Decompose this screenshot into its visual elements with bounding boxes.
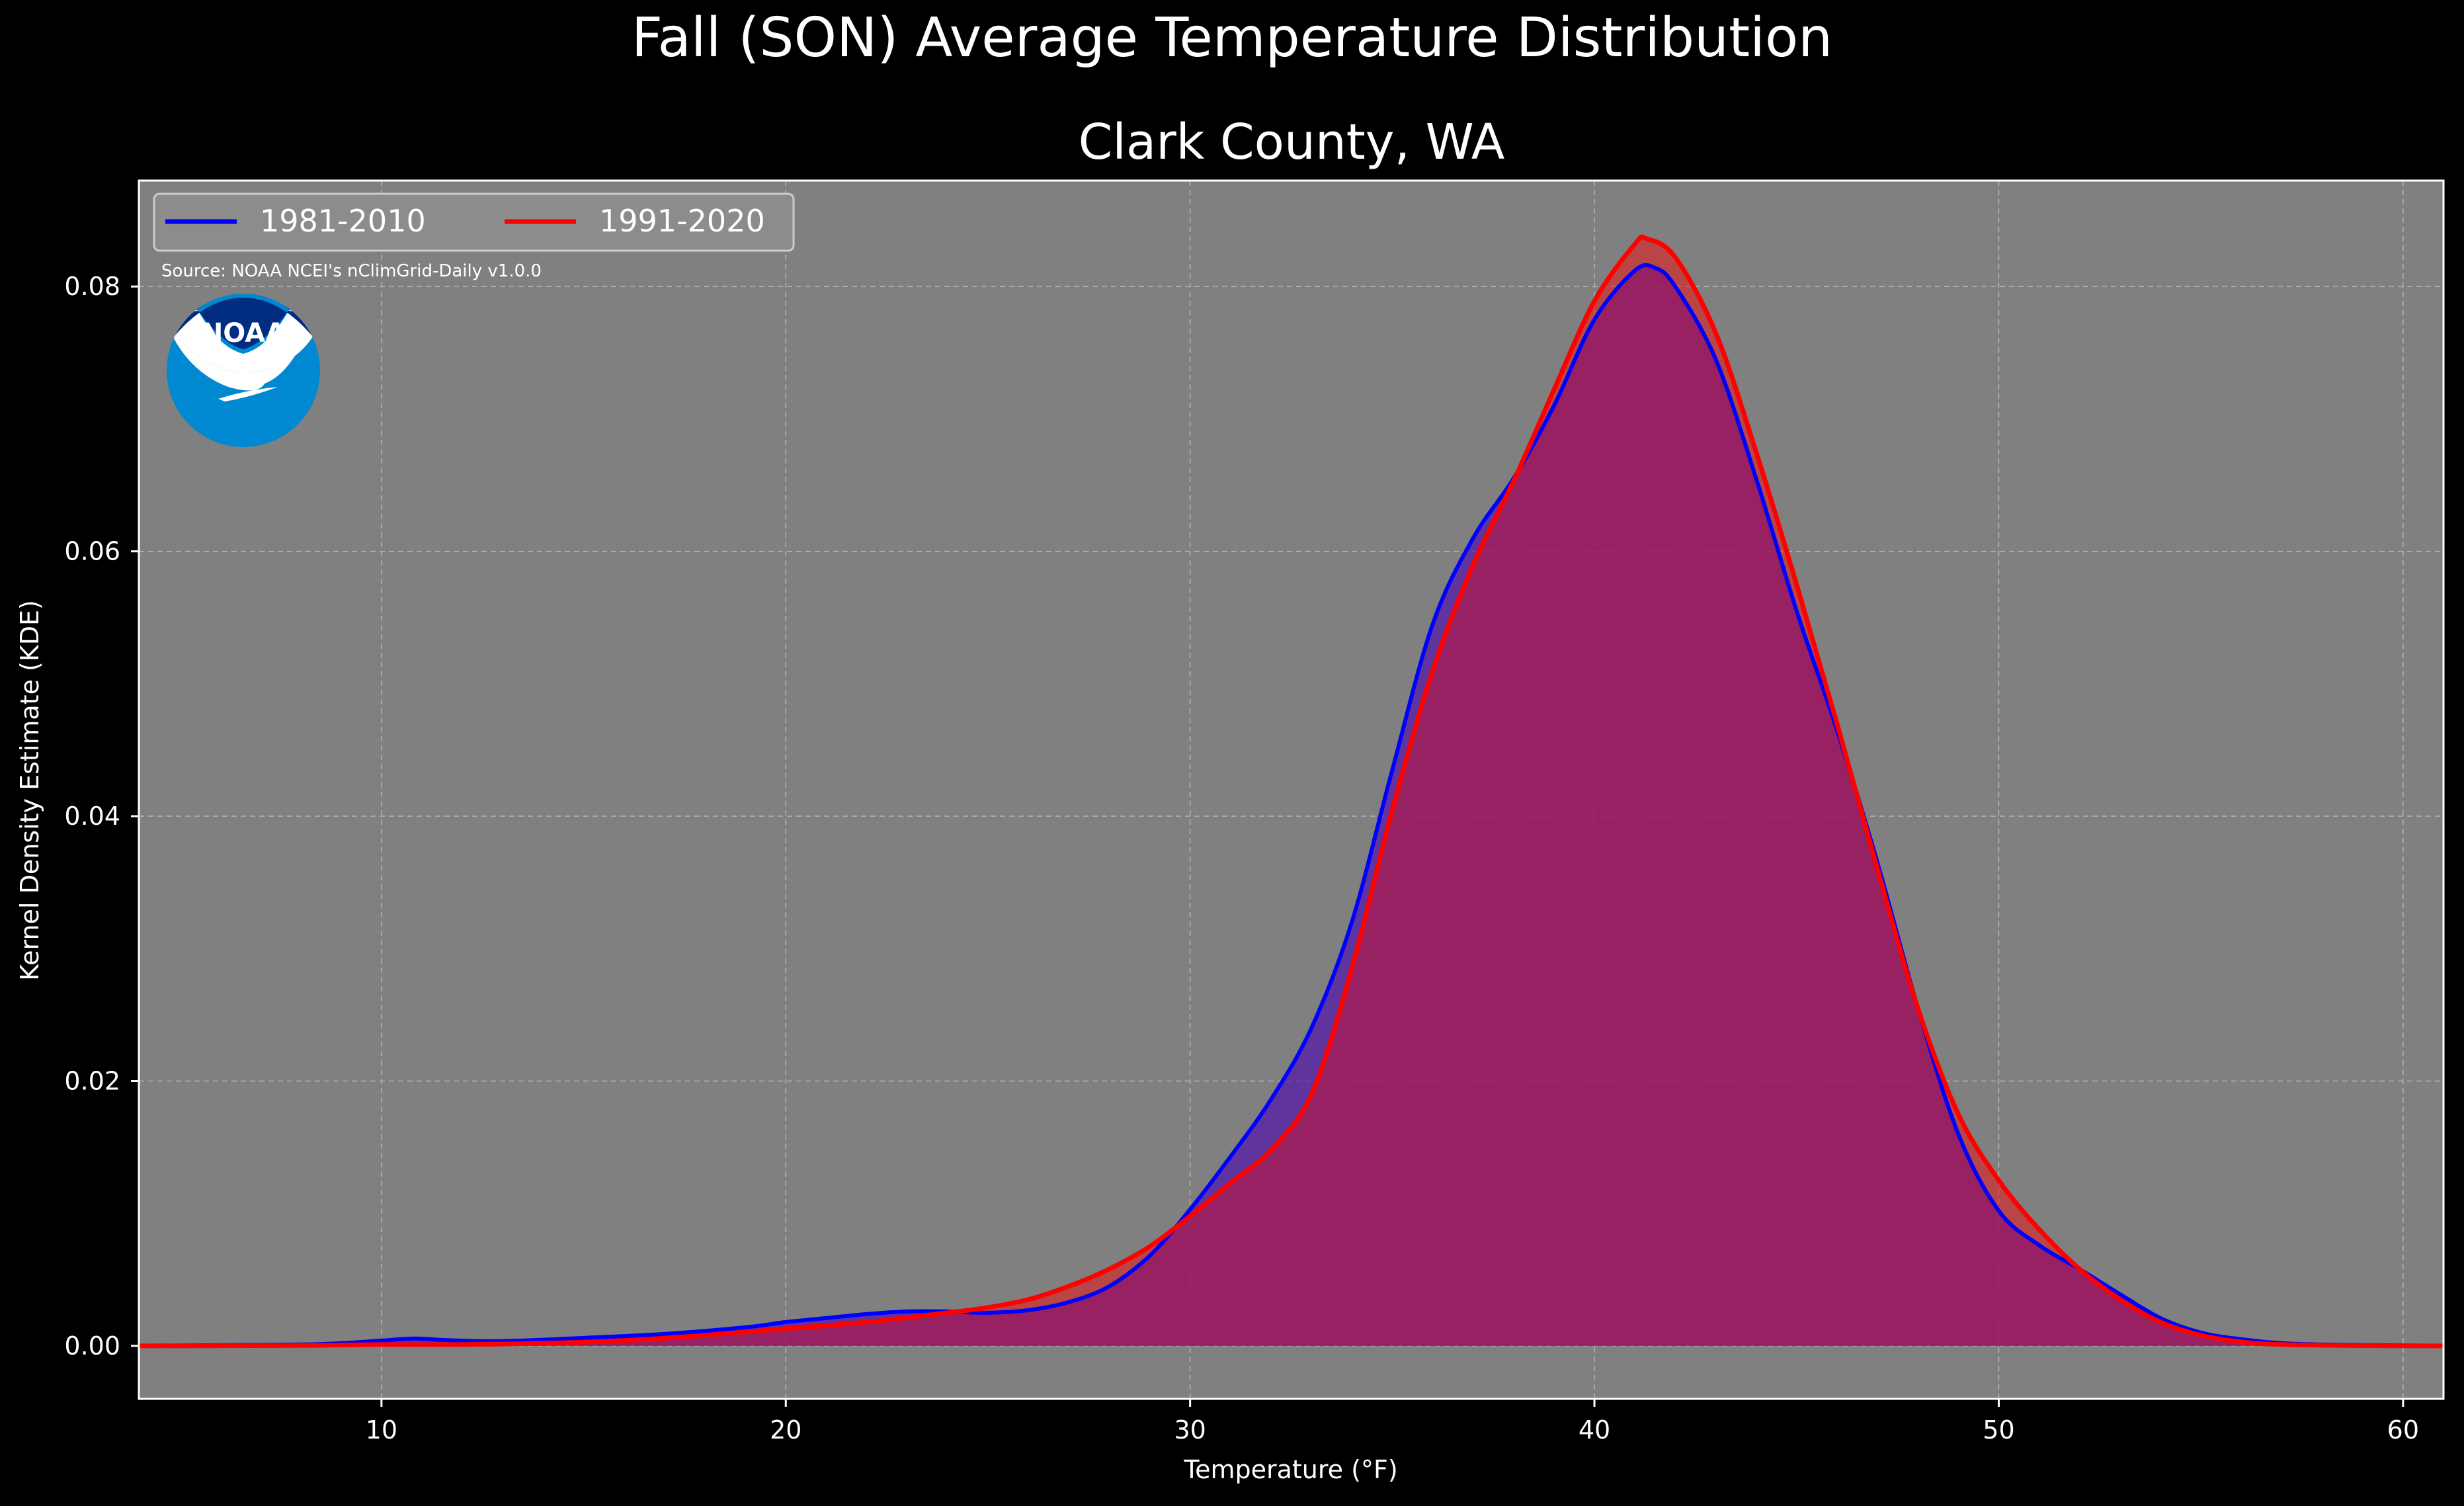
overlap-fill <box>139 265 2443 1346</box>
y-tick-label: 0.08 <box>64 272 120 301</box>
plot-frame <box>138 179 2445 1400</box>
legend-label-1981-2010: 1981-2010 <box>260 203 426 239</box>
noaa-logo-text: NOAA <box>201 318 286 349</box>
x-tick-label: 30 <box>1174 1415 1206 1444</box>
legend-label-1991-2020: 1991-2020 <box>599 203 765 239</box>
y-axis-label: Kernel Density Estimate (KDE) <box>15 600 44 981</box>
density-fills <box>139 236 2443 1346</box>
y-tick-label: 0.02 <box>64 1066 120 1095</box>
x-axis-label: Temperature (°F) <box>1183 1455 1397 1484</box>
source-note: Source: NOAA NCEI's nClimGrid-Daily v1.0… <box>161 261 542 281</box>
x-tick-label: 40 <box>1579 1415 1610 1444</box>
series-line-1991-2020 <box>139 234 2443 1349</box>
legend: 1981-2010 1991-2020 <box>153 192 795 252</box>
x-tick-label: 60 <box>2387 1415 2419 1444</box>
y-tick-label: 0.04 <box>64 802 120 831</box>
x-tick-label: 50 <box>1983 1415 2014 1444</box>
series-line-1981-2010 <box>139 263 2443 1348</box>
legend-box <box>153 192 795 252</box>
chart-subtitle: Clark County, WA <box>1079 114 1505 171</box>
area-fill-1981-2010 <box>139 265 2443 1346</box>
figure-title: Fall (SON) Average Temperature Distribut… <box>632 7 1832 69</box>
axis-ticks: 10 20 30 40 50 60 0.00 0.02 0.04 0.06 0.08 <box>64 272 2419 1444</box>
y-tick-label: 0.00 <box>64 1331 120 1360</box>
density-lines <box>139 234 2443 1349</box>
x-tick-label: 10 <box>366 1415 397 1444</box>
x-tick-label: 20 <box>770 1415 801 1444</box>
area-fill-1991-2020 <box>139 236 2443 1346</box>
y-tick-label: 0.06 <box>64 537 120 566</box>
